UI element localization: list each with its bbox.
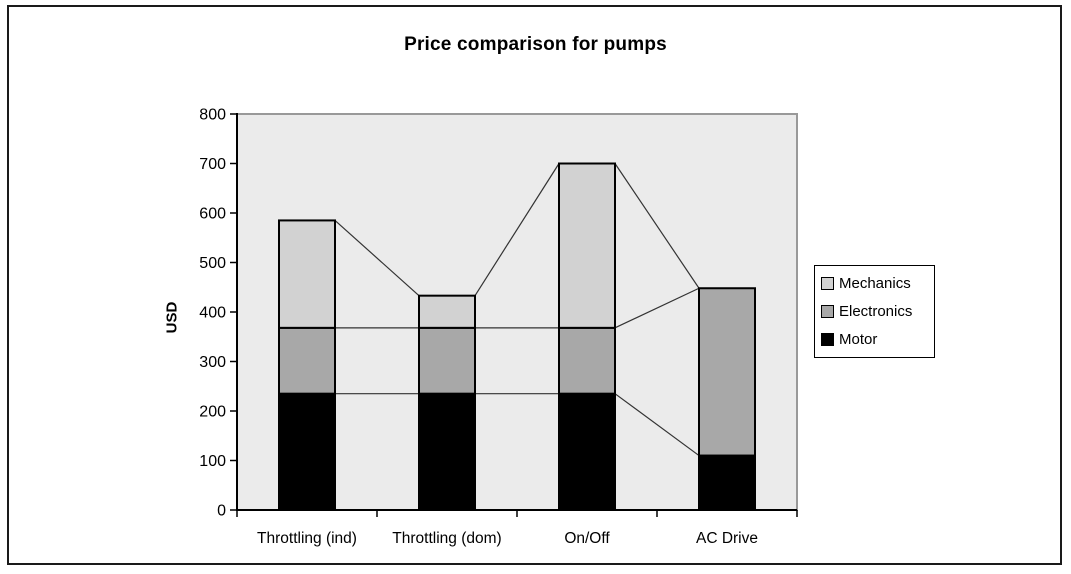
electronics-swatch-icon: [821, 304, 834, 318]
bar-segment-mechanics: [278, 219, 336, 329]
legend-label: Motor: [839, 330, 878, 348]
y-tick-label: 500: [199, 255, 226, 272]
series-line-mechanics: [474, 163, 560, 296]
y-axis-title: USD: [163, 301, 181, 334]
series-line-mechanics: [334, 219, 420, 297]
x-category-label: AC Drive: [696, 530, 758, 547]
y-tick-label: 0: [217, 503, 226, 520]
x-category-label: On/Off: [564, 530, 610, 547]
bar-segment-electronics: [698, 287, 756, 457]
series-line-electronics: [614, 287, 700, 329]
y-tick-label: 800: [199, 107, 226, 124]
mechanics-swatch-icon: [821, 277, 834, 291]
bar-segment-motor: [278, 392, 336, 511]
legend-item-motor: Motor: [821, 331, 928, 348]
y-tick-label: 200: [199, 404, 226, 421]
legend-label: Mechanics: [839, 275, 911, 293]
bar-segment-mechanics: [418, 294, 476, 329]
motor-swatch-icon: [821, 332, 834, 346]
bar-segment-electronics: [418, 326, 476, 395]
chart-title: Price comparison for pumps: [404, 34, 667, 55]
series-line-motor: [614, 393, 700, 457]
bar-segment-motor: [558, 392, 616, 511]
legend-label: Electronics: [839, 302, 913, 320]
bar-segment-electronics: [278, 326, 336, 395]
y-tick-label: 700: [199, 156, 226, 173]
y-tick-label: 400: [199, 305, 226, 322]
x-category-label: Throttling (ind): [257, 530, 357, 547]
series-line-mechanics: [614, 163, 700, 289]
y-tick-label: 300: [199, 354, 226, 371]
y-tick-label: 600: [199, 206, 226, 223]
bar-segment-electronics: [558, 326, 616, 395]
y-tick-label: 100: [199, 453, 226, 470]
legend-box: Mechanics Electronics Motor: [814, 265, 935, 358]
bar-segment-motor: [418, 392, 476, 511]
bar-segment-mechanics: [558, 162, 616, 329]
bar-segment-motor: [698, 454, 756, 511]
legend-item-mechanics: Mechanics: [821, 275, 928, 292]
legend-item-electronics: Electronics: [821, 303, 928, 320]
x-category-label: Throttling (dom): [392, 530, 501, 547]
